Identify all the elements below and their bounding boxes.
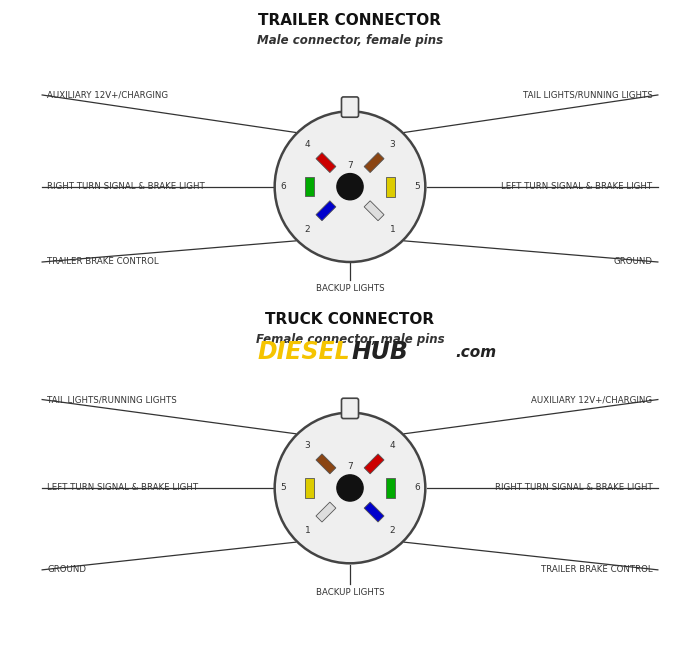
Bar [364,454,384,474]
Bar [364,201,384,221]
Circle shape [274,413,426,563]
Text: 2: 2 [304,225,310,234]
Text: 7: 7 [347,160,353,170]
Text: 3: 3 [390,140,395,149]
Bar [305,177,314,196]
Text: GROUND: GROUND [48,565,86,574]
Text: TRUCK CONNECTOR: TRUCK CONNECTOR [265,312,435,327]
Text: Male connector, female pins: Male connector, female pins [257,34,443,47]
Text: 1: 1 [390,225,395,234]
Text: TAIL LIGHTS/RUNNING LIGHTS: TAIL LIGHTS/RUNNING LIGHTS [48,395,177,404]
Bar [316,454,336,474]
FancyBboxPatch shape [342,97,358,117]
Bar [386,177,395,196]
Text: 6: 6 [280,182,286,191]
Text: 3: 3 [304,441,310,450]
Text: HUB: HUB [351,341,408,364]
Text: 7: 7 [347,462,353,471]
Text: 1: 1 [304,526,310,535]
Circle shape [274,111,426,262]
Bar [386,478,395,498]
FancyBboxPatch shape [342,398,358,419]
Text: 5: 5 [280,483,286,493]
Bar [316,201,336,221]
Text: 5: 5 [414,182,420,191]
Text: DIESEL: DIESEL [258,341,350,364]
Text: 4: 4 [304,140,310,149]
Text: TAIL LIGHTS/RUNNING LIGHTS: TAIL LIGHTS/RUNNING LIGHTS [523,90,652,100]
Text: Female connector, male pins: Female connector, male pins [256,333,444,346]
Text: 6: 6 [414,483,420,493]
Circle shape [337,174,363,200]
Text: AUXILIARY 12V+/CHARGING: AUXILIARY 12V+/CHARGING [48,90,169,100]
Bar [364,153,384,172]
Text: TRAILER CONNECTOR: TRAILER CONNECTOR [258,14,442,28]
Text: LEFT TURN SIGNAL & BRAKE LIGHT: LEFT TURN SIGNAL & BRAKE LIGHT [48,483,199,493]
Bar [364,502,384,522]
Circle shape [337,475,363,501]
Text: GROUND: GROUND [614,257,652,267]
Bar [305,478,314,498]
Text: BACKUP LIGHTS: BACKUP LIGHTS [316,284,384,293]
Text: 4: 4 [390,441,395,450]
Text: RIGHT TURN SIGNAL & BRAKE LIGHT: RIGHT TURN SIGNAL & BRAKE LIGHT [495,483,652,493]
Text: 2: 2 [390,526,395,535]
Text: BACKUP LIGHTS: BACKUP LIGHTS [316,588,384,597]
Text: AUXILIARY 12V+/CHARGING: AUXILIARY 12V+/CHARGING [531,395,652,404]
Bar [316,153,336,172]
Text: TRAILER BRAKE CONTROL: TRAILER BRAKE CONTROL [48,257,159,267]
Text: RIGHT TURN SIGNAL & BRAKE LIGHT: RIGHT TURN SIGNAL & BRAKE LIGHT [48,182,205,191]
Bar [316,502,336,522]
Text: TRAILER BRAKE CONTROL: TRAILER BRAKE CONTROL [541,565,652,574]
Text: .com: .com [455,345,496,360]
Text: LEFT TURN SIGNAL & BRAKE LIGHT: LEFT TURN SIGNAL & BRAKE LIGHT [501,182,652,191]
